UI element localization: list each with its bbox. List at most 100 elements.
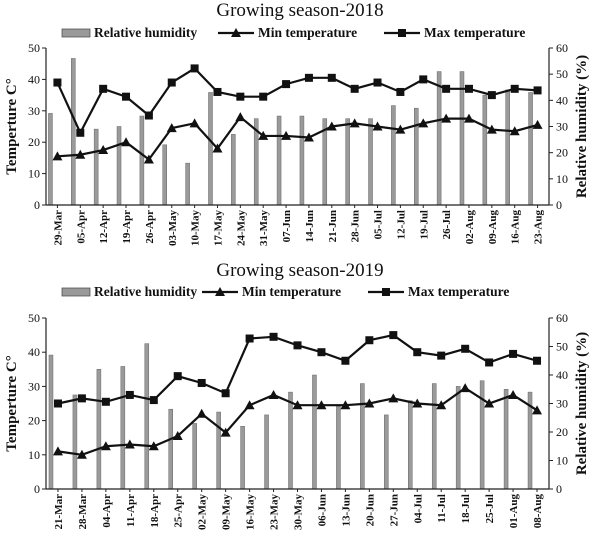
x-tick-label: 23-May <box>269 494 281 531</box>
point-min-temperature <box>372 121 383 131</box>
point-max-temperature <box>327 73 336 82</box>
point-min-temperature <box>172 430 183 440</box>
point-max-temperature <box>125 390 134 399</box>
y-tick-label-right: 40 <box>556 368 568 382</box>
x-tick-label: 10-May <box>190 210 202 247</box>
y-axis-title-left: Temperture C° <box>4 355 20 451</box>
bar-relative-humidity <box>185 162 190 206</box>
y-axis-title-left: Temperture C° <box>4 78 20 174</box>
point-min-temperature <box>436 400 447 410</box>
point-min-temperature <box>100 441 111 451</box>
y-axis-title-right: Relative humidity (%) <box>574 55 590 198</box>
point-min-temperature <box>395 124 406 134</box>
bar-relative-humidity <box>96 369 102 490</box>
point-max-temperature <box>236 92 245 101</box>
point-min-temperature <box>148 441 159 451</box>
point-max-temperature <box>485 358 494 367</box>
point-min-temperature <box>463 113 474 123</box>
x-tick-label: 25-Apr <box>173 494 185 528</box>
x-tick-label: 06-Jun <box>316 494 328 526</box>
x-tick-label: 05-Jul <box>373 210 385 239</box>
y-axis-title-right: Relative humidity (%) <box>574 332 590 475</box>
legend-label-rh: Relative humidity <box>94 25 197 40</box>
point-max-temperature <box>389 331 398 340</box>
y-tick-label-left: 20 <box>28 414 40 428</box>
legend-2018: Relative humidity Min temperature Max temp… <box>61 25 525 40</box>
x-tick-label: 11-Jul <box>436 494 448 523</box>
x-tick-label: 25-Jul <box>484 494 496 523</box>
bar-relative-humidity <box>459 71 465 206</box>
bar-relative-humidity <box>528 92 533 206</box>
point-max-temperature <box>122 92 131 101</box>
x-tick-label: 04-Apr <box>101 494 113 528</box>
point-min-temperature <box>281 130 292 140</box>
y-tick-label-right: 30 <box>556 120 568 134</box>
bar-relative-humidity <box>505 89 510 206</box>
point-min-temperature <box>220 427 231 437</box>
bar-relative-humidity <box>288 391 293 490</box>
point-max-temperature <box>221 389 230 398</box>
point-max-temperature <box>317 348 326 357</box>
x-tick-label: 23-Aug <box>533 210 545 245</box>
x-tick-label: 02-May <box>197 494 209 531</box>
point-min-temperature <box>388 393 399 403</box>
point-min-temperature <box>509 126 520 136</box>
x-tick-label: 05-Apr <box>75 210 87 244</box>
legend-marker-max <box>398 29 406 37</box>
y-tick-label-right: 0 <box>556 482 562 496</box>
point-min-temperature <box>52 151 63 161</box>
series-line-min-temperature <box>57 115 538 162</box>
x-tick-label: 26-Apr <box>144 210 156 244</box>
point-min-temperature <box>52 446 63 456</box>
point-max-temperature <box>101 397 110 406</box>
bar-relative-humidity <box>414 107 419 206</box>
point-max-temperature <box>269 332 278 341</box>
legend-label-max: Max temperature <box>424 25 525 40</box>
y-tick-label-left: 0 <box>34 482 40 496</box>
y-tick-label-right: 10 <box>556 172 568 186</box>
y-tick-label-right: 0 <box>556 198 562 212</box>
y-tick-label-left: 40 <box>28 72 40 86</box>
x-tick-label: 17-May <box>212 210 224 247</box>
x-tick-label: 20-Jun <box>364 494 376 526</box>
point-min-temperature <box>349 118 360 128</box>
point-min-temperature <box>268 389 279 399</box>
x-tick-label: 16-May <box>245 494 257 531</box>
y-tick-label-left: 10 <box>28 448 40 462</box>
y-tick-label-right: 40 <box>556 93 568 107</box>
y-tick-label-right: 20 <box>556 425 568 439</box>
bar-relative-humidity <box>72 394 78 490</box>
legend-label-max: Max temperature <box>408 284 509 299</box>
legend-label-min: Min temperature <box>258 25 357 40</box>
point-min-temperature <box>441 113 452 123</box>
legend-label-min: Min temperature <box>242 284 341 299</box>
legend-label-rh: Relative humidity <box>94 284 197 299</box>
y-tick-label-right: 20 <box>556 146 568 160</box>
point-max-temperature <box>197 378 206 387</box>
bar-relative-humidity <box>391 105 396 206</box>
point-max-temperature <box>53 399 62 408</box>
y-tick-label-right: 50 <box>556 340 568 354</box>
point-min-temperature <box>124 439 135 449</box>
point-max-temperature <box>437 351 446 360</box>
x-tick-label: 14-Jun <box>304 210 316 242</box>
bar-relative-humidity <box>299 115 305 206</box>
point-max-temperature <box>373 78 382 87</box>
point-max-temperature <box>53 78 62 87</box>
point-max-temperature <box>396 87 405 96</box>
x-tick-label: 12-Jul <box>395 210 407 239</box>
x-tick-label: 18-Jul <box>460 494 472 523</box>
bar-relative-humidity <box>192 423 197 490</box>
y-tick-label-left: 50 <box>28 311 40 325</box>
bar-relative-humidity <box>368 118 373 206</box>
y-tick-label-left: 50 <box>28 41 40 55</box>
x-tick-label: 01-Aug <box>508 494 520 529</box>
point-max-temperature <box>365 336 374 345</box>
bar-relative-humidity <box>116 126 122 206</box>
bar-relative-humidity <box>312 374 317 490</box>
point-min-temperature <box>532 405 543 415</box>
x-tick-label: 19-Jul <box>418 210 430 239</box>
y-tick-label-left: 40 <box>28 345 40 359</box>
y-tick-label-left: 20 <box>28 135 40 149</box>
